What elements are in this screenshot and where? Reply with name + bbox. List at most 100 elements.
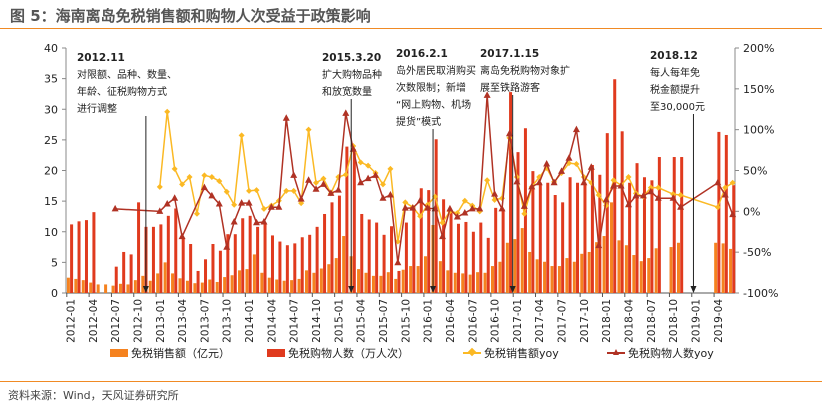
visits-yoy-point — [476, 204, 484, 212]
x-tick-label: 2013-04 — [177, 299, 189, 343]
bar-sales — [639, 261, 643, 293]
bar-sales — [498, 261, 502, 293]
annotation-date: 2015.3.20 — [322, 52, 382, 64]
visits-yoy-point — [528, 182, 536, 190]
bar-visits — [620, 131, 624, 293]
sales-yoy-point — [647, 184, 654, 191]
bar-visits — [471, 231, 475, 293]
bar-sales — [721, 243, 725, 293]
left-tick-label: 25 — [44, 134, 58, 147]
bar-sales — [424, 256, 428, 293]
bar-visits — [561, 202, 565, 293]
bar-visits — [538, 182, 542, 293]
visits-yoy-point — [364, 174, 372, 182]
bar-visits — [352, 149, 356, 293]
bar-sales — [81, 280, 85, 293]
bar-sales — [208, 279, 212, 293]
bar-visits — [196, 270, 200, 293]
bar-visits — [233, 234, 237, 293]
bar-visits — [516, 152, 520, 293]
bar-sales — [342, 236, 346, 293]
visits-yoy-point — [297, 195, 305, 202]
visits-yoy-point — [290, 171, 298, 178]
sales-yoy-point — [387, 165, 394, 172]
figure-title: 图 5：海南离岛免税销售额和购物人次受益于政策影响 — [10, 7, 371, 25]
legend-line-visits-yoy — [607, 349, 625, 355]
legend-label-visits-yoy: 免税购物人数yoy — [628, 347, 714, 360]
visits-yoy-point — [550, 178, 558, 186]
sales-yoy-point — [253, 187, 260, 194]
bar-sales — [394, 278, 398, 293]
visits-yoy-point — [610, 182, 618, 189]
bar-visits — [92, 212, 96, 293]
annotation-text: 至30,000元 — [650, 102, 705, 113]
annotation-arrow-head — [348, 286, 355, 293]
bar-sales — [587, 251, 591, 293]
sales-yoy-point — [223, 188, 230, 195]
bar-visits — [293, 243, 297, 293]
visits-yoy-point — [342, 109, 350, 116]
visits-yoy-point — [200, 183, 208, 191]
visits-yoy-point — [156, 207, 164, 214]
bar-visits — [308, 234, 312, 293]
bar-sales — [379, 275, 383, 293]
bar-visits — [531, 171, 535, 293]
sales-yoy-point — [402, 199, 409, 206]
bar-sales — [364, 272, 368, 293]
bar-visits — [248, 215, 252, 293]
bar-sales — [304, 270, 308, 293]
visits-yoy-point — [372, 171, 380, 178]
sales-yoy-point — [379, 181, 386, 188]
bar-visits — [590, 164, 594, 293]
sales-yoy-point — [714, 204, 721, 211]
visits-yoy-point — [253, 218, 260, 226]
right-tick-label: -100% — [743, 287, 778, 300]
left-tick-label: 0 — [51, 287, 58, 300]
bar-visits — [211, 244, 215, 293]
bar-visits — [390, 226, 394, 293]
legend-item-visits-yoy[interactable]: 免税购物人数yoy — [607, 345, 714, 361]
x-tick-label: 2018-07 — [646, 299, 658, 343]
legend-item-visits[interactable]: 免税购物人数（万人次） — [267, 345, 409, 361]
legend-line-sales-yoy — [463, 347, 481, 357]
bar-sales — [610, 202, 614, 293]
bar-sales — [66, 277, 70, 293]
annotation-text: “网上购物、机场 — [396, 100, 472, 111]
visits-yoy-point — [312, 185, 320, 192]
annotation-2018-12: 2018.12 每人每年免 税金额提升 至30,000元 — [650, 48, 705, 116]
bar-visits — [501, 209, 505, 293]
bar-visits — [270, 235, 274, 293]
visits-yoy-point — [647, 187, 655, 195]
bar-sales — [476, 272, 480, 293]
legend-item-sales-yoy[interactable]: 免税销售额yoy — [463, 345, 559, 361]
bar-visits — [732, 185, 736, 293]
bar-visits — [598, 174, 602, 293]
annotation-arrow-head — [430, 286, 437, 293]
sales-yoy-point — [439, 219, 446, 226]
bar-visits — [159, 224, 163, 293]
visits-yoy-point — [505, 129, 513, 137]
sales-yoy-point — [655, 184, 662, 191]
x-tick-label: 2016-04 — [445, 299, 457, 343]
bar-sales — [580, 253, 584, 293]
sales-yoy-point — [238, 132, 245, 139]
title-divider — [0, 28, 822, 29]
bar-sales — [453, 272, 457, 293]
bar-sales — [602, 236, 606, 293]
visits-yoy-point — [625, 200, 632, 208]
bar-sales — [334, 258, 338, 293]
bar-visits — [657, 157, 661, 293]
bar-visits — [241, 218, 245, 293]
legend-item-sales[interactable]: 免税销售额（亿元） — [110, 345, 230, 361]
bar-visits — [434, 139, 438, 293]
annotation-text: 进行调整 — [77, 104, 117, 115]
bar-visits — [486, 237, 490, 293]
visits-yoy-line — [115, 95, 734, 263]
visits-yoy-point — [334, 186, 342, 193]
sales-yoy-point — [461, 197, 468, 204]
bar-visits — [724, 134, 728, 293]
bar-visits — [129, 254, 133, 293]
sales-yoy-point — [298, 200, 305, 207]
x-tick-label: 2019-01 — [690, 299, 702, 343]
bar-visits — [315, 226, 319, 293]
